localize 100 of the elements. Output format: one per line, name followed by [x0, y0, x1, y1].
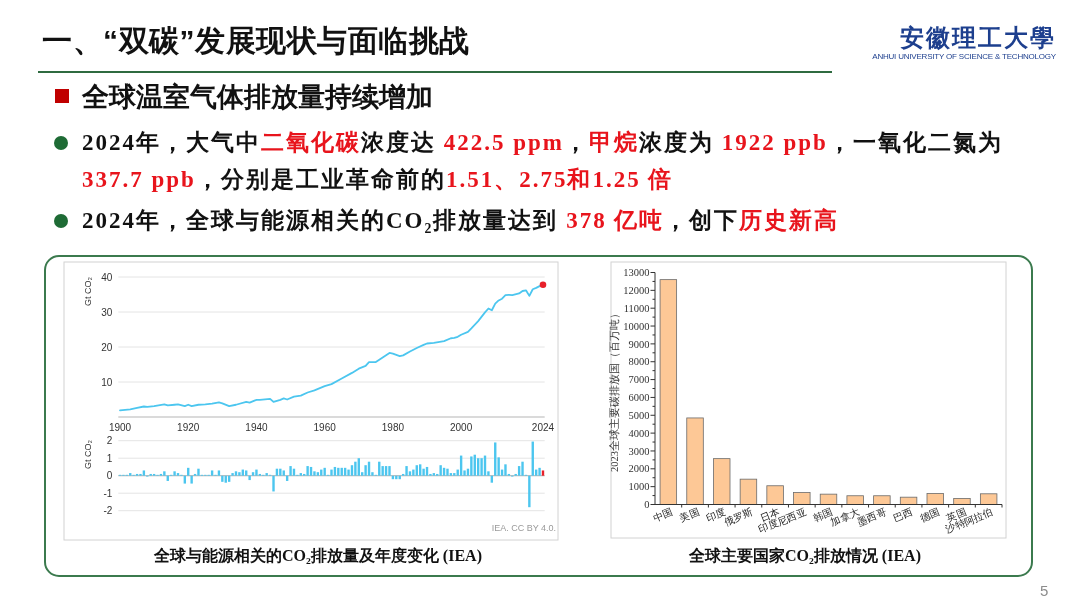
- y-tick-label: 20: [101, 341, 113, 353]
- bar: [521, 461, 524, 476]
- text: 422.5 ppm: [443, 130, 564, 155]
- text: 5: [1040, 582, 1049, 599]
- text: 浓度达: [361, 130, 437, 155]
- bar: [231, 473, 234, 476]
- bar: [926, 493, 944, 505]
- text: 一、“双碳”发展现状与面临挑战: [42, 23, 470, 59]
- bar: [953, 498, 971, 505]
- text: 甲烷: [589, 130, 639, 155]
- bar: [446, 468, 449, 476]
- bar: [432, 473, 436, 476]
- bar: [163, 471, 166, 476]
- y-tick-label: 12000: [623, 285, 650, 297]
- y-tick-label: 2: [106, 435, 113, 447]
- bar: [528, 475, 531, 508]
- y-tick-label: 5000: [628, 409, 650, 421]
- text: 1.51、2.75和1.25 倍: [445, 167, 674, 192]
- y-tick-label: -2: [103, 505, 113, 517]
- y-axis-title: Gt CO₂: [83, 439, 93, 469]
- bar: [412, 469, 415, 476]
- y-tick-label: 10: [101, 376, 113, 388]
- bar: [347, 469, 350, 476]
- text: 1922 ppb: [721, 130, 828, 155]
- text: 浓度为: [639, 130, 715, 155]
- x-tick-label: 巴西: [891, 506, 915, 524]
- bar: [255, 469, 258, 476]
- bar: [316, 472, 320, 476]
- x-tick-label: 1920: [177, 422, 200, 433]
- y-tick-label: 1000: [628, 481, 650, 493]
- bar: [739, 478, 758, 505]
- bar: [541, 470, 545, 476]
- text: 全球温室气体排放量持续增加: [82, 81, 433, 114]
- text: ，一氧化二氮为: [827, 130, 1003, 155]
- text: 2024年，全球与能源相关的CO₂排放量达到: [82, 208, 560, 233]
- text: 安徽理工大學: [900, 25, 1056, 51]
- x-tick-label: 1980: [381, 422, 405, 433]
- bar: [766, 485, 784, 505]
- bar: [176, 473, 180, 476]
- text: IEA. CC BY 4.0.: [491, 523, 556, 533]
- text: 二氧化碳: [261, 130, 361, 155]
- text: 全球主要国家CO₂排放情况 (IEA): [688, 546, 921, 565]
- x-tick-label: 1960: [313, 422, 337, 433]
- x-tick-label: 2024: [531, 422, 555, 433]
- text: 历史新高: [739, 208, 840, 233]
- y-tick-label: 13000: [623, 267, 650, 279]
- bar: [210, 470, 214, 476]
- bar: [197, 468, 200, 476]
- text: ANHUI UNIVERSITY OF SCIENCE & TECHNOLOGY: [872, 52, 1056, 61]
- y-tick-label: 6000: [628, 392, 650, 404]
- y-tick-label: 0: [106, 470, 113, 482]
- y-tick-label: 9000: [628, 338, 650, 350]
- x-tick-label: 1940: [245, 422, 269, 433]
- bar: [659, 279, 678, 505]
- y-tick-label: 4000: [628, 427, 650, 439]
- bar: [142, 470, 146, 476]
- bar: [245, 470, 248, 476]
- bar: [313, 471, 316, 476]
- y-tick-label: -1: [103, 487, 113, 499]
- bar: [251, 472, 255, 476]
- bar: [364, 465, 367, 476]
- bar: [330, 469, 333, 476]
- x-tick-label: 德国: [918, 506, 942, 524]
- y-tick-label: 2000: [628, 463, 650, 475]
- text: ，分别是工业革命前的: [195, 167, 446, 192]
- bar: [190, 475, 193, 484]
- y-axis-title: Gt CO₂: [83, 276, 93, 306]
- bar: [381, 466, 384, 476]
- y-tick-label: 10000: [623, 320, 650, 332]
- bar: [819, 493, 838, 505]
- bar: [453, 473, 456, 476]
- bar: [873, 495, 891, 505]
- bar: [449, 473, 453, 476]
- bar: [405, 466, 408, 476]
- bar: [713, 458, 731, 505]
- text: ，创下: [664, 208, 740, 233]
- y-tick-label: 7000: [628, 374, 650, 386]
- bar: [422, 468, 425, 476]
- x-tick-label: 中国: [651, 506, 675, 524]
- y-tick-label: 8000: [628, 356, 650, 368]
- bar: [504, 464, 507, 476]
- y-tick-label: 30: [101, 306, 113, 318]
- y-tick-label: 11000: [623, 302, 650, 314]
- y-tick-label: 40: [101, 271, 113, 283]
- bar: [686, 417, 704, 505]
- y-tick-label: 3000: [628, 445, 650, 457]
- bar: [979, 493, 998, 505]
- bar: [289, 466, 292, 476]
- x-tick-label: 2000: [450, 422, 473, 433]
- text: 2024年，大气中: [82, 130, 261, 155]
- y-tick-label: 1: [106, 452, 113, 464]
- bar: [279, 468, 282, 476]
- bar: [899, 496, 918, 505]
- bar: [234, 471, 238, 476]
- text: 全球与能源相关的CO₂排放量及年度变化 (IEA): [153, 546, 482, 565]
- x-tick-label: 1900: [108, 422, 132, 433]
- bar: [793, 492, 811, 505]
- bar: [248, 475, 251, 481]
- x-tick-label: 美国: [678, 506, 701, 524]
- bar: [388, 466, 391, 476]
